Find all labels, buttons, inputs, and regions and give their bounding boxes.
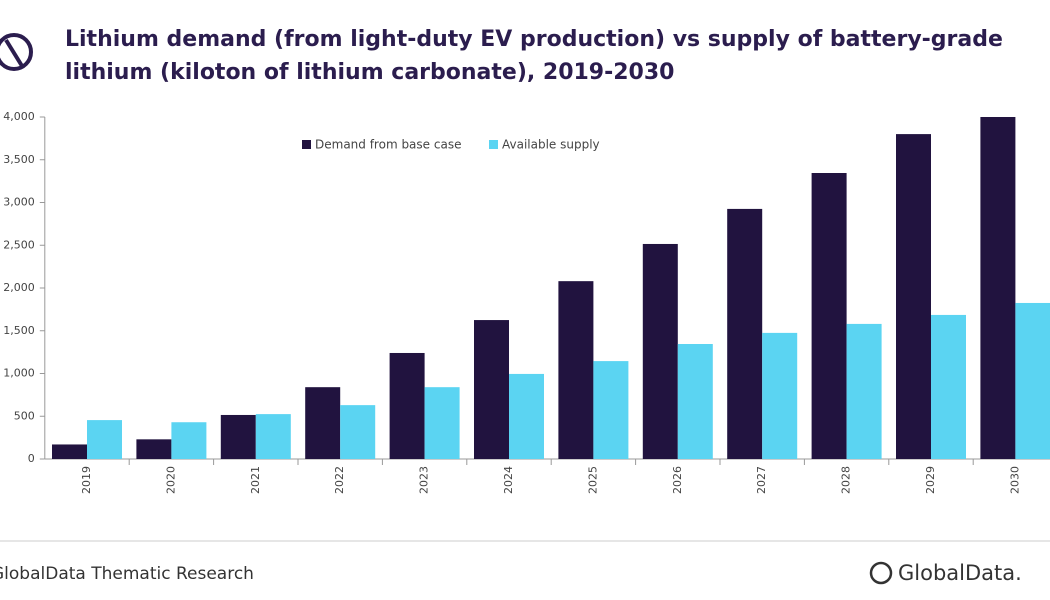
x-tick-label: 2029 xyxy=(924,466,937,494)
bar xyxy=(87,420,122,459)
chart-title: lithium (kiloton of lithium carbonate), … xyxy=(65,60,674,85)
brand-name: GlobalData. xyxy=(898,561,1022,585)
bar xyxy=(136,439,172,459)
corner-logo xyxy=(0,33,33,71)
legend-label: Demand from base case xyxy=(315,138,461,152)
y-tick-label: 2,000 xyxy=(3,281,35,294)
y-tick-label: 3,500 xyxy=(3,153,35,166)
y-tick-label: 1,000 xyxy=(3,367,35,380)
y-tick-label: 0 xyxy=(28,452,35,465)
y-tick-label: 500 xyxy=(14,409,35,422)
bar xyxy=(677,344,713,459)
x-tick-label: 2028 xyxy=(840,466,853,494)
bar xyxy=(220,414,256,459)
y-tick-label: 3,000 xyxy=(3,196,35,209)
legend-swatch xyxy=(302,140,311,149)
x-tick-label: 2021 xyxy=(249,466,262,494)
y-tick-label: 4,000 xyxy=(3,110,35,123)
bar xyxy=(931,314,966,459)
bar xyxy=(255,414,291,459)
bar xyxy=(424,387,460,459)
bar xyxy=(474,320,509,459)
x-tick-label: 2022 xyxy=(333,466,346,494)
x-tick-label: 2019 xyxy=(80,466,93,494)
bar xyxy=(727,208,763,459)
bar xyxy=(52,444,87,459)
y-tick-label: 2,500 xyxy=(3,238,35,251)
bar xyxy=(980,117,1016,459)
x-tick-label: 2023 xyxy=(418,466,431,494)
bar xyxy=(558,281,594,459)
legend-label: Available supply xyxy=(502,138,600,152)
bar xyxy=(896,134,931,459)
bar xyxy=(846,323,882,459)
brand-logo: GlobalData. xyxy=(869,561,1022,585)
bar xyxy=(811,173,847,459)
bar xyxy=(171,422,207,459)
bar xyxy=(305,387,341,459)
x-tick-label: 2026 xyxy=(671,466,684,494)
source: GlobalData Thematic Research xyxy=(0,564,254,584)
brand-ring xyxy=(869,561,893,585)
bar xyxy=(762,332,798,459)
bar xyxy=(1015,302,1050,459)
y-tick-label: 1,500 xyxy=(3,324,35,337)
bar xyxy=(340,405,376,459)
x-tick-label: 2020 xyxy=(164,466,177,494)
bar xyxy=(389,352,425,459)
bar xyxy=(642,243,678,459)
logo-ring xyxy=(0,33,33,71)
legend-swatch xyxy=(489,140,498,149)
x-tick-label: 2027 xyxy=(755,466,768,494)
logo-slash xyxy=(4,38,24,68)
x-tick-label: 2025 xyxy=(586,466,599,494)
chart-title: Lithium demand (from light-duty EV produ… xyxy=(65,27,1003,52)
x-tick-label: 2024 xyxy=(502,466,515,494)
bar xyxy=(593,361,629,459)
bar xyxy=(509,373,544,459)
x-tick-label: 2030 xyxy=(1008,466,1021,494)
